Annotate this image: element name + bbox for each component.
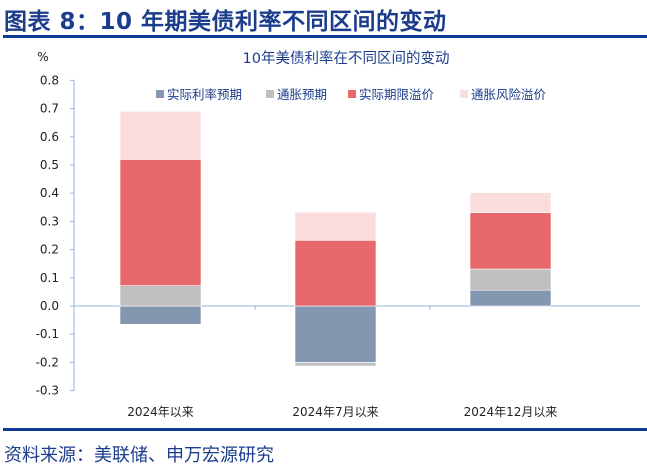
legend-label: 通胀预期 — [277, 87, 327, 102]
bar-segment — [469, 192, 552, 213]
bar-segment — [119, 285, 202, 307]
y-tick-label: 0.6 — [40, 130, 59, 144]
y-axis-unit: % — [37, 50, 48, 64]
legend-swatch — [460, 90, 468, 98]
y-tick-label: -0.2 — [36, 355, 59, 369]
chart-title: 10年美债利率在不同区间的变动 — [243, 50, 450, 67]
legend-item: 实际利率预期 — [156, 87, 242, 102]
title-rule — [3, 35, 647, 38]
bar-segment — [469, 268, 552, 291]
y-tick-label: 0.1 — [40, 271, 59, 285]
legend-swatch — [348, 90, 356, 98]
x-tick-label: 2024年7月以来 — [292, 405, 378, 419]
legend-label: 实际利率预期 — [167, 87, 242, 102]
x-tick-label: 2024年12月以来 — [464, 405, 558, 419]
bar-segment — [119, 159, 202, 286]
y-tick-label: 0.8 — [40, 73, 59, 87]
stacked-bar-chart: 10年美债利率在不同区间的变动 % -0.3 -0.2 -0.1 0.0 0.1 0.2 0… — [36, 50, 640, 419]
legend-item: 实际期限溢价 — [348, 87, 435, 102]
y-tick-label: 0.2 — [40, 243, 59, 257]
bar-segment — [294, 211, 377, 241]
bar-segment — [119, 111, 202, 160]
legend-item: 通胀风险溢价 — [460, 87, 547, 102]
legend-swatch — [266, 90, 274, 98]
y-tick-label: 0.7 — [40, 102, 59, 116]
bar-segment — [119, 305, 202, 325]
bar-segment — [294, 239, 377, 307]
bar-segment — [294, 305, 377, 363]
figure-title: 图表 8：10 年期美债利率不同区间的变动 — [4, 9, 447, 35]
bar-segment — [294, 362, 377, 367]
bar-segment — [469, 289, 552, 307]
legend-label: 实际期限溢价 — [359, 87, 435, 102]
bar-segment — [469, 212, 552, 270]
source-note: 资料来源：美联储、申万宏源研究 — [4, 445, 274, 466]
legend-label: 通胀风险溢价 — [471, 87, 547, 102]
legend-swatch — [156, 90, 164, 98]
y-tick-label: 0.0 — [40, 299, 59, 313]
legend-item: 通胀预期 — [266, 87, 327, 102]
y-tick-label: 0.5 — [40, 158, 59, 172]
y-tick-label: -0.1 — [36, 327, 59, 341]
source-rule — [3, 428, 647, 431]
x-tick-label: 2024年以来 — [127, 405, 194, 419]
y-tick-label: -0.3 — [36, 384, 59, 398]
y-tick-label: 0.3 — [40, 214, 59, 228]
y-tick-label: 0.4 — [40, 186, 59, 200]
